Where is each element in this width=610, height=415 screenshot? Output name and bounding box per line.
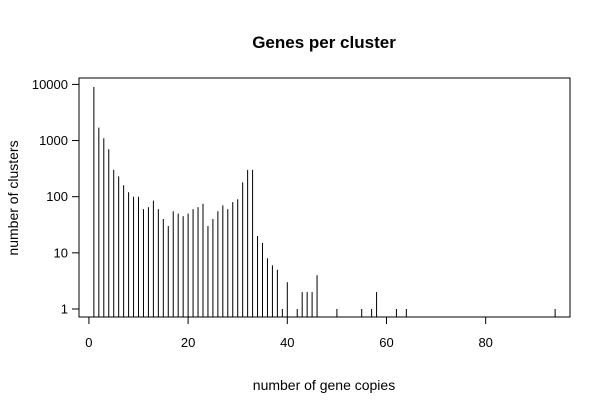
y-tick-label: 100 <box>46 189 68 204</box>
x-tick-label: 0 <box>85 335 92 350</box>
y-axis-label: number of clusters <box>5 140 21 255</box>
chart-title: Genes per cluster <box>252 33 396 52</box>
y-tick-label: 10000 <box>32 77 68 92</box>
bar-series <box>93 86 556 317</box>
plot-frame <box>78 77 571 318</box>
x-axis: 0 20 40 60 80 <box>85 316 493 350</box>
x-axis-label: number of gene copies <box>253 377 395 393</box>
x-tick-label: 40 <box>280 335 294 350</box>
x-tick-label: 60 <box>379 335 393 350</box>
x-tick-label: 20 <box>181 335 195 350</box>
y-tick-label: 1 <box>61 301 68 316</box>
x-tick-label: 80 <box>478 335 492 350</box>
y-tick-label: 1000 <box>39 133 68 148</box>
y-axis: 1 10 100 1000 10000 <box>32 77 80 316</box>
y-tick-label: 10 <box>54 245 68 260</box>
